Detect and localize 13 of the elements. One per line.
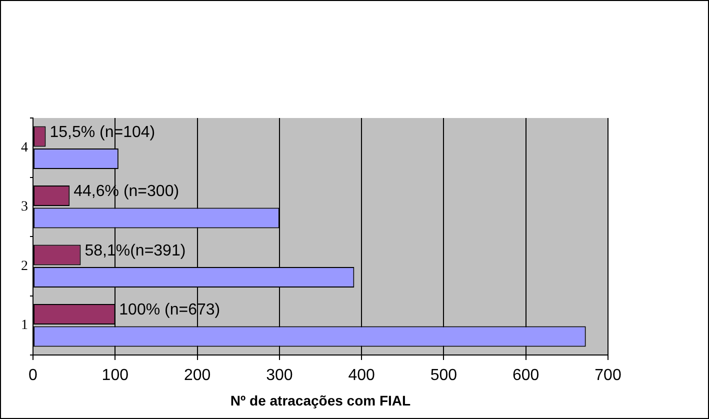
x-tick-label: 400 [348, 367, 376, 384]
x-tick-label: 500 [430, 367, 458, 384]
y-tick-label: 2 [21, 258, 28, 274]
x-axis-title: Nº de atracações com FIAL [230, 392, 412, 408]
y-tick-label: 4 [21, 140, 28, 156]
x-tick-label: 300 [266, 367, 293, 384]
x-tick-label: 700 [594, 367, 622, 384]
x-tick-label: 600 [512, 367, 540, 384]
y-tick-label: 3 [21, 200, 28, 215]
y-tick-label: 1 [21, 318, 28, 334]
x-tick-label: 200 [184, 367, 211, 384]
x-tick-label: 100 [102, 367, 129, 384]
x-tick-label: 0 [28, 367, 38, 384]
